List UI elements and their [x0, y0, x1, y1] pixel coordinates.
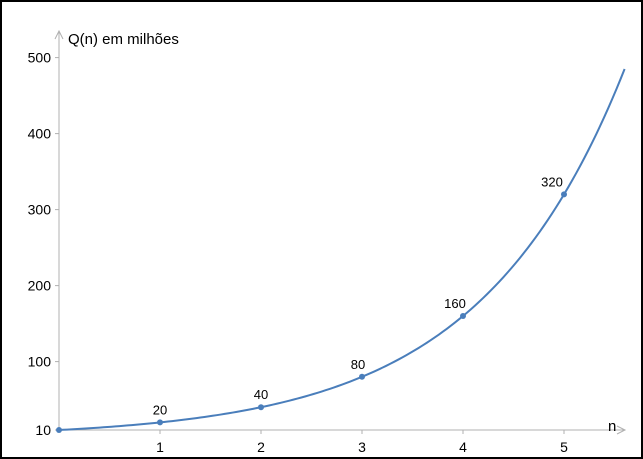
data-point [56, 427, 62, 433]
y-axis-arrow-icon [54, 29, 64, 40]
data-point [460, 313, 466, 319]
data-label: 160 [444, 296, 466, 311]
series-curve [58, 68, 626, 431]
data-label: 80 [351, 357, 365, 372]
x-tick-label: 1 [156, 439, 164, 455]
y-tick-label: 300 [28, 202, 52, 218]
data-point [359, 373, 365, 380]
y-tick-label: 200 [28, 278, 52, 294]
y-axis-title: Q(n) em milhões [68, 31, 179, 48]
data-label: 40 [254, 387, 268, 402]
data-point [157, 419, 163, 426]
x-tick-label: 3 [358, 439, 366, 455]
data-point [258, 404, 264, 411]
data-point [561, 191, 567, 198]
y-tick-label: 400 [28, 126, 52, 142]
y-tick-label: 10 [35, 422, 51, 438]
x-axis-title: n [608, 418, 616, 435]
x-tick-label: 4 [459, 439, 467, 455]
axes [54, 29, 627, 435]
x-axis-arrow-icon [616, 425, 627, 435]
x-tick-label: 2 [257, 439, 265, 455]
y-tick-label: 500 [28, 50, 52, 66]
data-label: 320 [541, 174, 563, 189]
x-tick-label: 5 [560, 439, 568, 455]
point-group: 20 40 80 160 320 [56, 174, 567, 433]
y-tick-label: 100 [28, 354, 52, 370]
tick-group: 10 100 200 300 400 500 1 2 3 4 5 [28, 50, 568, 455]
data-label: 20 [153, 402, 167, 417]
